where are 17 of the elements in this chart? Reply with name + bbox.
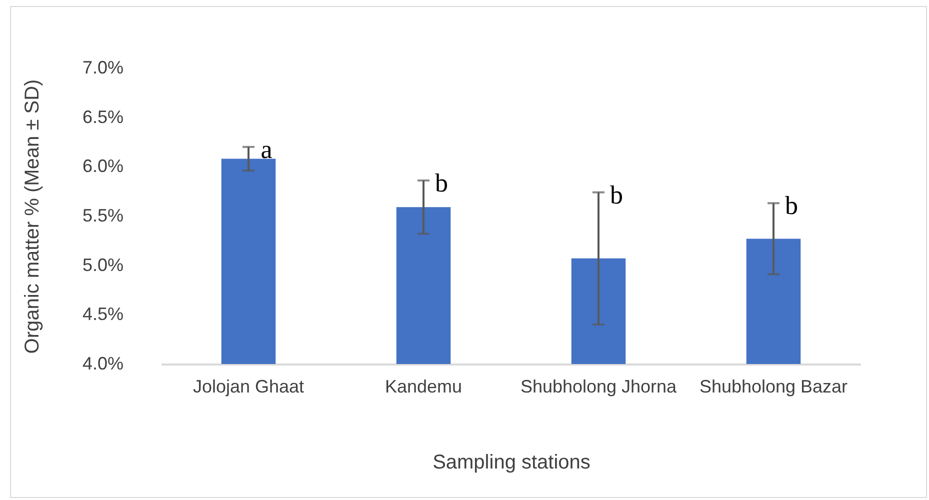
annotation: b [610, 180, 623, 210]
y-tick-label: 5.5% [82, 206, 124, 226]
y-axis-title: Organic matter % (Mean ± SD) [21, 79, 44, 354]
x-tick-label: Shubholong Bazar [699, 376, 848, 396]
y-tick-label: 6.5% [82, 106, 124, 127]
annotation: a [260, 134, 273, 164]
x-tick-label: Shubholong Jhorna [520, 376, 678, 396]
y-tick-label: 5.0% [82, 254, 124, 275]
annotation: b [435, 168, 448, 198]
y-tick-label: 4.5% [82, 304, 124, 324]
x-tick-label: Jolojan Ghaat [192, 376, 304, 396]
x-tick-label: Kandemu [384, 376, 462, 396]
x-axis-title: Sampling stations [432, 452, 590, 474]
y-tick-label: 7.0% [82, 58, 124, 78]
y-tick-label: 6.0% [82, 156, 124, 176]
y-tick-label: 4.0% [82, 354, 124, 374]
annotation: b [785, 191, 798, 220]
